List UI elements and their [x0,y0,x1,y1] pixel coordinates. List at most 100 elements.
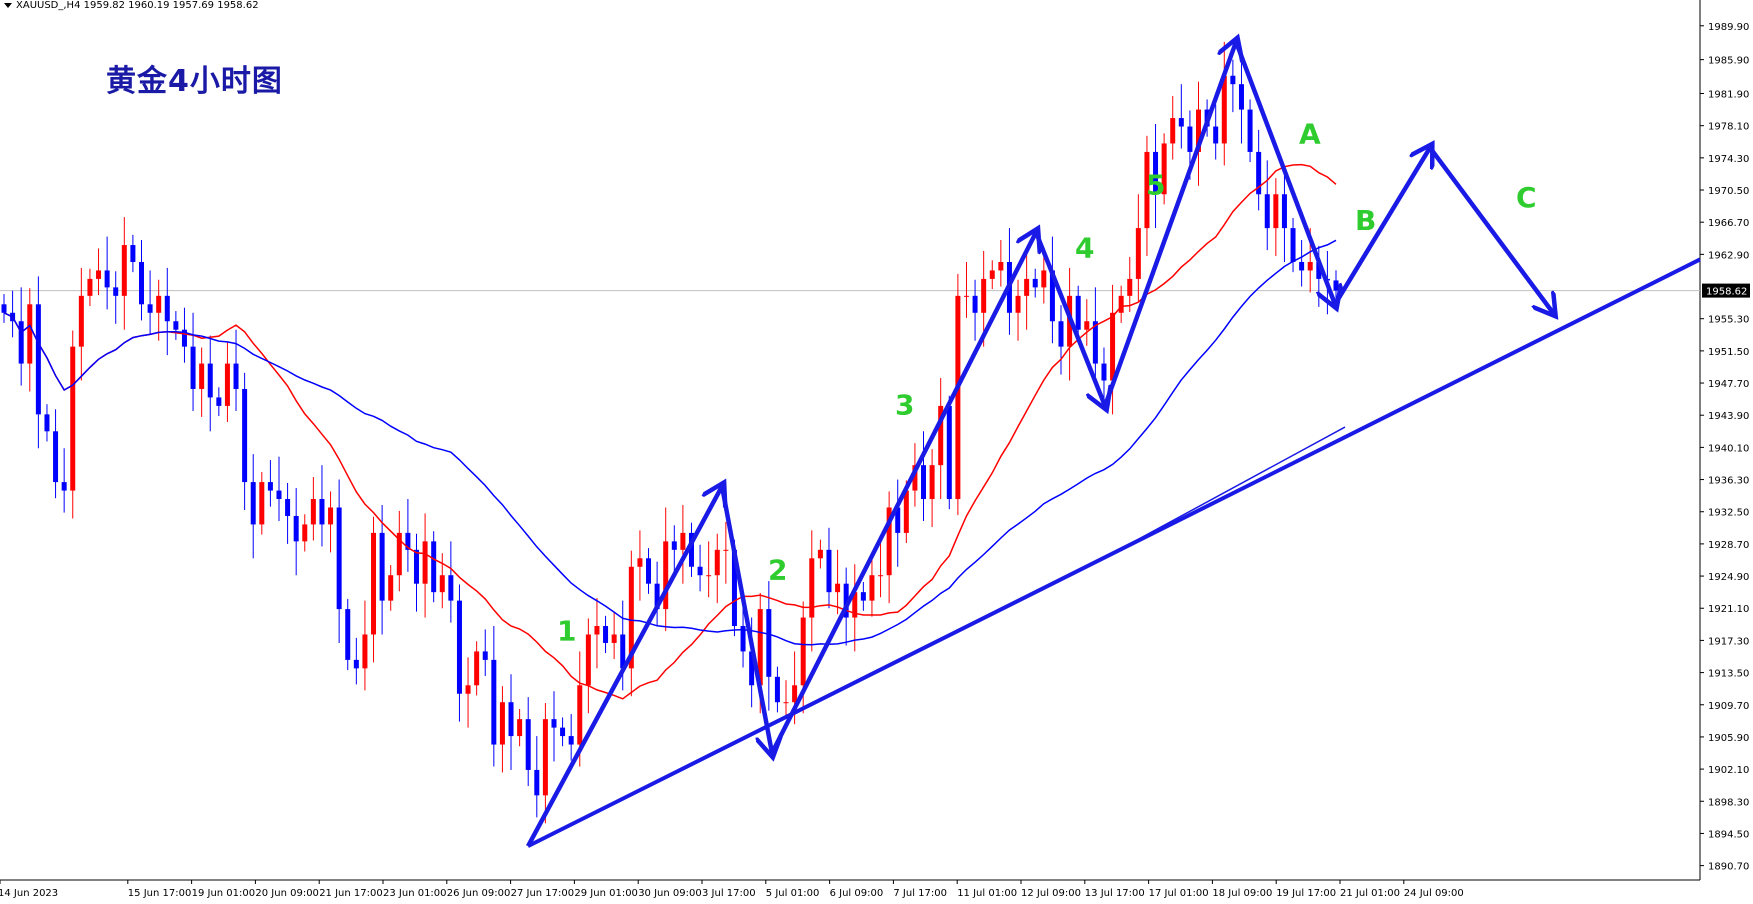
candle-body [963,295,969,297]
candle-body [869,575,875,601]
candle-body [113,287,119,296]
x-tick-label: 21 Jul 01:00 [1340,888,1400,899]
candle-body [895,507,901,533]
candle-body [233,363,239,389]
candle-body [568,736,574,745]
x-tick-label: 13 Jul 17:00 [1085,888,1145,899]
wave-arrow-1 [526,486,722,848]
candle-body [242,388,248,483]
candle-body [1281,194,1287,229]
candle-body [1196,109,1202,152]
candle-body [723,549,729,551]
support-trendline-thin [1079,426,1346,572]
x-tick-label: 23 Jun 01:00 [383,888,447,899]
wave-label-1: 1 [557,614,576,647]
candle-body [319,499,325,525]
candle-body [448,575,454,601]
wave-arrow-c [1428,146,1553,313]
candle-body [396,532,402,576]
candle-body [379,532,385,601]
y-tick-label: 1909.70 [1708,701,1749,712]
candle-body [697,566,703,576]
candle-body [835,583,841,593]
candle-body [534,769,540,796]
candle-body [1316,261,1322,279]
wave-label-3: 3 [895,388,914,421]
candle-body [878,575,884,577]
candle-body [852,592,858,618]
candle-body [542,719,548,796]
candle-body [508,702,514,737]
x-tick-label: 27 Jun 17:00 [511,888,575,899]
candle-body [310,499,316,525]
candle-body [267,482,273,491]
candle-body [27,304,33,364]
candle-body [431,541,437,593]
symbol-info-text: XAUUSD_,H4 1959.82 1960.19 1957.69 1958.… [16,0,259,11]
candle-body [731,549,737,627]
candle-body [1299,261,1305,271]
candle-body [766,609,772,677]
candle-body [1144,151,1150,229]
wave-label-4: 4 [1075,232,1094,265]
candle-body [809,558,815,618]
y-tick-label: 1970.50 [1708,186,1749,197]
candle-body [1178,118,1184,127]
moving-average-red [3,163,1337,700]
wave-label-b: B [1355,204,1376,237]
y-tick-label: 1890.70 [1708,862,1749,873]
candle-body [104,270,110,288]
candle-body [749,651,755,686]
y-tick-label: 1894.50 [1708,829,1749,840]
wave-arrow-5 [1102,42,1236,407]
x-tick-label: 17 Jul 01:00 [1149,888,1209,899]
candle-body [903,490,909,533]
y-tick-label: 1947.70 [1708,379,1749,390]
candle-body [147,304,153,313]
y-tick-label: 1905.90 [1708,733,1749,744]
candle-body [1049,270,1055,322]
candle-body [800,617,806,686]
x-tick-label: 15 Jun 17:00 [128,888,192,899]
candle-body [1187,126,1193,152]
candle-body [955,295,961,500]
y-tick-label: 1924.90 [1708,572,1749,583]
candle-body [1,304,7,313]
candle-body [353,659,359,669]
candle-body [688,532,694,567]
x-tick-label: 24 Jul 09:00 [1404,888,1464,899]
y-tick-label: 1966.70 [1708,218,1749,229]
candle-body [207,363,213,398]
dropdown-triangle-icon[interactable] [4,2,12,8]
candle-body [1127,278,1133,296]
candle-body [362,634,368,669]
candle-body [912,465,918,491]
candle-body [78,295,84,347]
wave-arrow-a [1233,41,1335,304]
candle-body [740,626,746,652]
y-tick-label: 1902.10 [1708,765,1749,776]
x-tick-label: 30 Jun 09:00 [638,888,702,899]
y-tick-label: 1985.90 [1708,56,1749,67]
candle-body [620,634,626,669]
candle-body [946,405,952,500]
candle-body [491,659,497,745]
candle-body [929,465,935,500]
candle-body [1247,109,1253,152]
candle-body [826,549,832,593]
candle-body [499,702,505,745]
candle-body [1273,194,1279,229]
candle-body [18,321,24,364]
candle-body [1256,151,1262,195]
candle-body [276,490,282,500]
candle-body [517,719,523,737]
candle-body [190,346,196,389]
y-tick-label: 1936.30 [1708,476,1749,487]
candle-body [714,549,720,576]
candle-body [654,583,660,610]
candle-body [1161,143,1167,195]
x-tick-label: 14 Jun 2023 [0,888,58,899]
y-tick-label: 1962.90 [1708,250,1749,261]
candle-body [637,558,643,567]
